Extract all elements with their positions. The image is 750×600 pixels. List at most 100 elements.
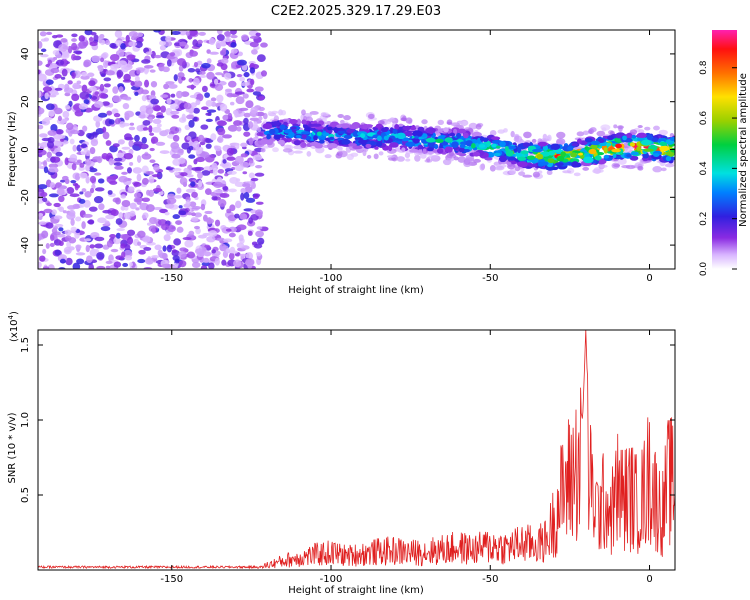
heatmap-cell <box>46 140 55 149</box>
heatmap-cell <box>637 165 644 171</box>
heatmap-cell <box>214 83 224 91</box>
heatmap-cell <box>324 154 332 159</box>
heatmap-cell <box>651 137 659 142</box>
heatmap-cell <box>102 209 113 214</box>
heatmap-cell <box>137 230 146 238</box>
heatmap-cell <box>209 51 219 55</box>
heatmap-cell <box>185 188 196 193</box>
heatmap-cell <box>166 244 173 253</box>
heatmap-cell <box>346 128 356 134</box>
heatmap-cell <box>254 86 264 92</box>
heatmap-cell <box>293 150 303 154</box>
heatmap-cell <box>190 181 196 187</box>
heatmap-cell <box>234 155 244 164</box>
heatmap-cell <box>216 94 224 103</box>
heatmap-cell <box>463 149 471 153</box>
heatmap-cell <box>41 230 49 239</box>
heatmap-cell <box>239 213 248 220</box>
heatmap-cell <box>185 31 191 36</box>
heatmap-cell <box>129 202 137 210</box>
snr-x-axis: -150 -100 -50 0 <box>160 330 653 585</box>
heatmap-cell <box>178 260 187 268</box>
heatmap-cell <box>96 251 105 260</box>
heatmap-cell <box>435 138 444 144</box>
heatmap-cell <box>626 153 632 158</box>
heatmap-cell <box>140 111 145 115</box>
heatmap-cell <box>154 54 162 59</box>
heatmap-cell <box>427 147 434 152</box>
heatmap-cell <box>219 49 227 56</box>
heatmap-cell <box>199 74 207 78</box>
heatmap-cell <box>181 76 186 81</box>
heatmap-cell <box>115 218 123 225</box>
heatmap-cell <box>509 168 517 175</box>
heatmap-cell <box>70 226 77 232</box>
heatmap-cell <box>573 172 581 177</box>
heatmap-cell <box>249 67 256 74</box>
heatmap-cell <box>49 182 56 189</box>
heatmap-cell <box>217 127 226 136</box>
heatmap-cell <box>51 209 57 215</box>
heatmap-cell <box>144 79 150 88</box>
heatmap-cell <box>114 30 123 38</box>
heatmap-cell <box>121 96 132 101</box>
heatmap-cell <box>229 246 236 254</box>
heatmap-cell <box>491 143 497 148</box>
heatmap-cell <box>184 124 191 131</box>
heatmap-cell <box>55 129 64 135</box>
heatmap-cell <box>121 199 131 207</box>
heatmap-cell <box>432 149 439 153</box>
heatmap-cell <box>45 31 53 36</box>
heatmap-cell <box>174 194 183 199</box>
heatmap-cell <box>199 151 210 159</box>
heatmap-cell <box>425 137 436 143</box>
heatmap-cell <box>48 163 59 169</box>
heatmap-cell <box>238 234 244 242</box>
heatmap-cell <box>120 205 126 211</box>
heatmap-cell <box>145 51 153 56</box>
heatmap-cell <box>64 92 71 97</box>
heatmap-cell <box>40 191 48 198</box>
snr-xlabel: Height of straight line (km) <box>288 585 424 596</box>
heatmap-cell <box>118 86 124 93</box>
figure-title: C2E2.2025.329.17.29.E03 <box>271 4 441 19</box>
heatmap-cell <box>216 120 227 127</box>
heatmap-cell <box>46 151 52 158</box>
heatmap-cell <box>267 110 273 116</box>
colorbar-tick-label: 0.4 <box>699 161 709 176</box>
heatmap-cell <box>444 146 453 153</box>
heatmap-cell <box>343 134 353 140</box>
heatmap-cell <box>82 213 93 218</box>
heatmap-cell <box>459 121 469 126</box>
heatmap-cell <box>217 136 224 144</box>
heatmap-cell <box>350 152 359 157</box>
heatmap-cell <box>387 118 396 123</box>
heatmap-cell <box>78 41 88 49</box>
heatmap-cell <box>38 213 44 217</box>
heatmap-cell <box>176 187 182 194</box>
x-tick-label: 0 <box>646 574 652 585</box>
snr-y-axis: 0.5 1.0 1.5 <box>20 337 675 503</box>
heatmap-cell <box>596 130 606 137</box>
heatmap-cell <box>145 257 154 265</box>
heatmap-cell <box>141 177 149 185</box>
heatmap-cell <box>546 170 553 176</box>
heatmap-cell <box>197 180 203 188</box>
heatmap-cell <box>118 175 129 183</box>
heatmap-cell <box>224 173 229 177</box>
heatmap-cell <box>245 258 255 266</box>
heatmap-cell <box>138 249 146 255</box>
heatmap-cell <box>88 263 94 269</box>
heatmap-cell <box>136 69 141 75</box>
heatmap-cell <box>58 195 65 203</box>
heatmap-cell <box>366 154 372 159</box>
heatmap-cell <box>456 132 462 139</box>
heatmap-cell <box>229 204 236 212</box>
heatmap-cell <box>243 117 249 125</box>
heatmap-cell <box>126 167 132 174</box>
heatmap-cell <box>150 98 160 105</box>
heatmap-cell <box>116 152 125 158</box>
heatmap-cell <box>81 221 86 230</box>
heatmap-cell <box>222 185 229 191</box>
heatmap-cell <box>669 136 675 142</box>
